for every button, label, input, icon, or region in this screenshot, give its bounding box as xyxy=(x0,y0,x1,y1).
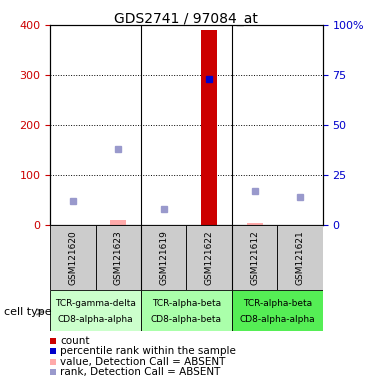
Text: CD8-alpha-beta: CD8-alpha-beta xyxy=(151,315,222,324)
Bar xyxy=(50,290,141,331)
Bar xyxy=(278,225,323,290)
Bar xyxy=(141,290,232,331)
Text: CD8-alpha-alpha: CD8-alpha-alpha xyxy=(240,315,315,324)
Text: TCR-alpha-beta: TCR-alpha-beta xyxy=(243,299,312,308)
Text: GSM121623: GSM121623 xyxy=(114,230,123,285)
Bar xyxy=(187,225,232,290)
Text: TCR-gamma-delta: TCR-gamma-delta xyxy=(55,299,136,308)
Bar xyxy=(232,290,323,331)
Bar xyxy=(201,30,217,225)
Text: count: count xyxy=(60,336,90,346)
Text: GSM121620: GSM121620 xyxy=(68,230,77,285)
Bar xyxy=(232,225,278,290)
Text: rank, Detection Call = ABSENT: rank, Detection Call = ABSENT xyxy=(60,367,220,377)
Text: GSM121612: GSM121612 xyxy=(250,230,259,285)
Bar xyxy=(141,225,187,290)
Text: GDS2741 / 97084_at: GDS2741 / 97084_at xyxy=(114,12,257,26)
Text: cell type: cell type xyxy=(4,307,51,317)
Text: GSM121622: GSM121622 xyxy=(205,230,214,285)
Bar xyxy=(50,225,96,290)
Text: TCR-alpha-beta: TCR-alpha-beta xyxy=(152,299,221,308)
Text: CD8-alpha-alpha: CD8-alpha-alpha xyxy=(58,315,133,324)
Bar xyxy=(247,223,263,225)
Text: GSM121621: GSM121621 xyxy=(296,230,305,285)
Bar xyxy=(96,225,141,290)
Text: percentile rank within the sample: percentile rank within the sample xyxy=(60,346,236,356)
Bar xyxy=(110,220,126,225)
Text: value, Detection Call = ABSENT: value, Detection Call = ABSENT xyxy=(60,357,226,367)
Text: GSM121619: GSM121619 xyxy=(159,230,168,285)
